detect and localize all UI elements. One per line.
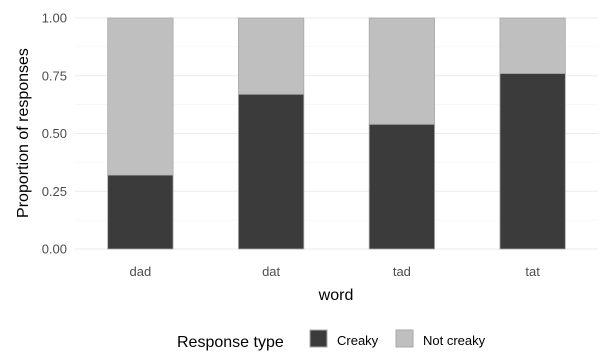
bar-tad-creaky — [368, 123, 435, 250]
legend-swatch-creaky — [309, 329, 328, 348]
legend-label-not-creaky: Not creaky — [423, 333, 486, 348]
y-tick-label: 1.00 — [42, 11, 67, 26]
y-tick-label: 0.75 — [42, 68, 67, 83]
bar-dad-creaky — [107, 174, 174, 250]
bar-tad-not-creaky — [368, 17, 435, 125]
bar-tat-creaky — [499, 73, 566, 250]
legend-title: Response type — [177, 334, 284, 351]
legend-swatch-not-creaky — [395, 329, 414, 348]
y-tick-label: 0.00 — [42, 242, 67, 257]
y-tick-label: 0.50 — [42, 126, 67, 141]
x-tick-label: tad — [393, 264, 411, 279]
y-axis-title: Proportion of responses — [15, 48, 32, 218]
y-tick-labels: 0.00 0.25 0.50 0.75 1.00 — [42, 11, 67, 257]
x-tick-label: dad — [130, 264, 152, 279]
x-tick-label: dat — [262, 264, 280, 279]
y-tick-label: 0.25 — [42, 184, 67, 199]
x-tick-label: tat — [525, 264, 540, 279]
bar-dat-not-creaky — [238, 17, 305, 95]
bar-tat-not-creaky — [499, 17, 566, 74]
bars — [107, 17, 566, 250]
x-axis-title: word — [318, 287, 354, 304]
bar-dad-not-creaky — [107, 17, 174, 176]
x-tick-labels: dad dat tad tat — [130, 264, 541, 279]
legend-label-creaky: Creaky — [337, 333, 379, 348]
legend: Response type Creaky Not creaky — [177, 329, 486, 351]
bar-dat-creaky — [238, 93, 305, 250]
